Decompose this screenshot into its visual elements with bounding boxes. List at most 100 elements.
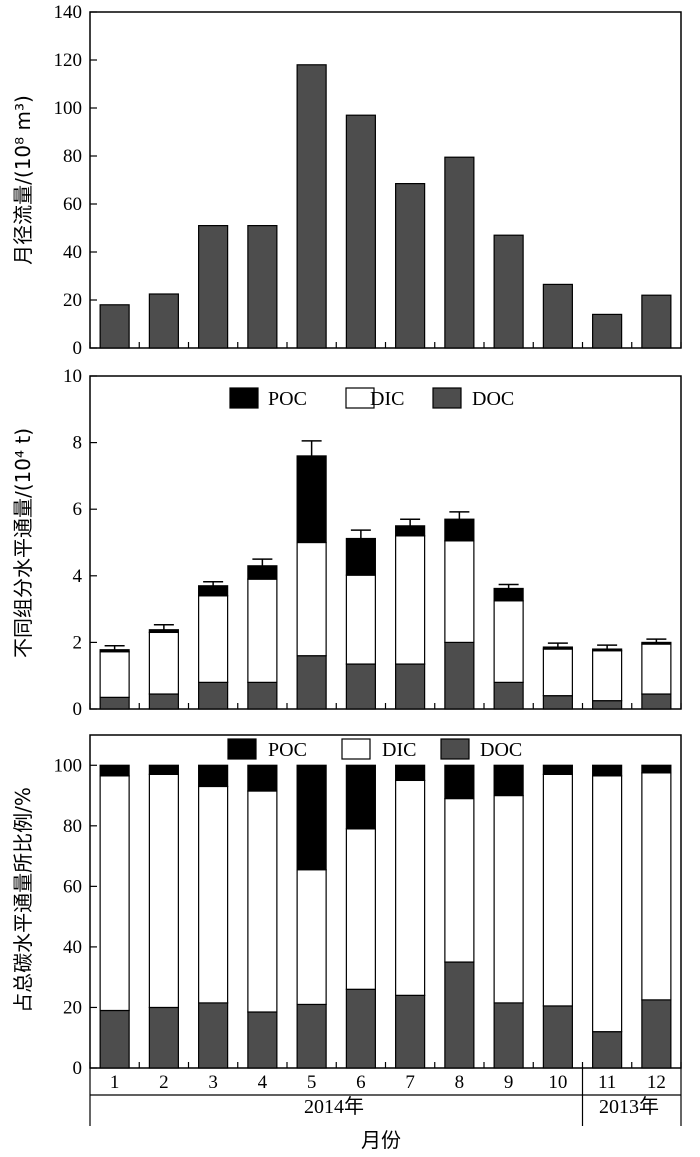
y-tick-label: 0	[73, 699, 83, 720]
bar-segment-doc	[345, 988, 376, 1069]
y-axis-title: 占总碳水平通量所比例/%	[11, 787, 35, 1013]
x-tick-label: 8	[455, 1072, 465, 1093]
legend-swatch-poc	[227, 738, 257, 760]
bar-segment-dic	[247, 790, 278, 1013]
y-tick-label: 6	[73, 499, 83, 520]
bar-segment-doc	[444, 641, 475, 710]
bar	[493, 234, 524, 349]
bar-segment-poc	[198, 764, 229, 788]
y-tick-label: 4	[73, 566, 83, 587]
bar-segment-doc	[99, 1009, 130, 1069]
y-tick-label: 120	[54, 50, 83, 71]
bar	[198, 225, 229, 349]
bar-segment-poc	[148, 764, 179, 775]
bar-segment-poc	[493, 587, 524, 602]
bar-segment-dic	[641, 772, 672, 1001]
x-tick-label: 6	[356, 1072, 366, 1093]
bar-segment-poc	[296, 455, 327, 544]
monthly-runoff-chart: 0 20 40 60 80 100 120 140 月径流量/(10⁸ m³)	[11, 2, 682, 359]
bar-segment-poc	[592, 648, 623, 652]
y-tick-label: 140	[54, 2, 83, 23]
bar-segment-poc	[345, 537, 376, 576]
legend-label-doc: DOC	[472, 388, 514, 410]
bar-segment-dic	[198, 785, 229, 1004]
x-tick-label: 9	[504, 1072, 514, 1093]
x-tick-label: 5	[307, 1072, 317, 1093]
bar-segment-doc	[493, 1002, 524, 1069]
legend-label-doc: DOC	[480, 739, 522, 761]
bar-segment-dic	[296, 541, 327, 657]
bar-segment-doc	[493, 681, 524, 710]
bar-segment-doc	[592, 700, 623, 710]
bar-segment-dic	[542, 648, 573, 697]
bar	[99, 304, 130, 349]
y-tick-label: 60	[63, 876, 82, 897]
y-tick-label: 80	[63, 816, 82, 837]
y-tick-label: 10	[63, 366, 82, 387]
bar-segment-poc	[247, 764, 278, 792]
bar-segment-doc	[395, 663, 426, 710]
bar-segment-dic	[345, 574, 376, 665]
year-group-label-2014: 2014年	[304, 1095, 364, 1118]
legend-swatch-doc	[440, 738, 470, 760]
legend-label-poc: POC	[268, 739, 307, 761]
legend-swatch-poc	[229, 387, 259, 409]
bar-segment-dic	[148, 773, 179, 1009]
y-tick-label: 80	[63, 146, 82, 167]
x-tick-label: 3	[208, 1072, 218, 1093]
y-tick-label: 2	[73, 632, 83, 653]
legend-swatch-dic	[341, 738, 371, 760]
bar-segment-poc	[493, 764, 524, 797]
bar-segment-doc	[542, 695, 573, 710]
y-tick-label: 20	[63, 997, 82, 1018]
bar-segment-poc	[99, 649, 130, 653]
bar	[345, 114, 376, 349]
bar-segment-poc	[542, 646, 573, 650]
x-tick-label: 4	[258, 1072, 268, 1093]
bar-segment-dic	[198, 595, 229, 683]
bar-segment-dic	[641, 643, 672, 695]
legend-label-dic: DIC	[370, 388, 404, 410]
bar	[592, 313, 623, 349]
bar-segment-poc	[99, 764, 130, 777]
bar-segment-poc	[641, 641, 672, 645]
bar-segment-doc	[148, 1006, 179, 1069]
bar-segment-dic	[444, 540, 475, 644]
bar-segment-poc	[592, 764, 623, 777]
bar-segment-doc	[641, 693, 672, 710]
y-tick-label: 20	[63, 290, 82, 311]
legend-swatch-doc	[432, 387, 462, 409]
y-axis-title: 不同组分水平通量/(10⁴ t)	[11, 428, 35, 658]
y-tick-label: 100	[54, 98, 83, 119]
bar-segment-poc	[296, 764, 327, 871]
bar-segment-dic	[493, 794, 524, 1004]
year-group-label-2013: 2013年	[599, 1095, 659, 1118]
x-tick-label: 11	[598, 1072, 616, 1093]
bar-segment-doc	[247, 681, 278, 710]
bar-segment-poc	[542, 764, 573, 775]
bar-segment-dic	[444, 797, 475, 963]
bar-segment-poc	[395, 525, 426, 537]
bar	[247, 225, 278, 349]
bar-segment-doc	[641, 999, 672, 1069]
bar-segment-dic	[99, 651, 130, 698]
bar	[444, 156, 475, 349]
bar-segment-doc	[148, 693, 179, 710]
bar-segment-dic	[592, 775, 623, 1033]
bar	[641, 294, 672, 349]
bar-segment-poc	[395, 764, 426, 782]
carbon-flux-proportion-chart: 0 20 40 60 80 100 占总碳水平通量所比例/% POC DIC DOC	[11, 734, 682, 1079]
bar-segment-dic	[296, 869, 327, 1006]
x-tick-label: 1	[110, 1072, 120, 1093]
bar	[296, 64, 327, 349]
bar-segment-dic	[148, 631, 179, 695]
bar-segment-doc	[592, 1031, 623, 1069]
bar-segment-doc	[99, 696, 130, 710]
legend-label-poc: POC	[268, 388, 307, 410]
bar-segment-poc	[148, 629, 179, 634]
y-tick-label: 40	[63, 242, 82, 263]
bar-segment-poc	[444, 764, 475, 800]
bar-segment-dic	[395, 779, 426, 996]
bar	[395, 183, 426, 349]
